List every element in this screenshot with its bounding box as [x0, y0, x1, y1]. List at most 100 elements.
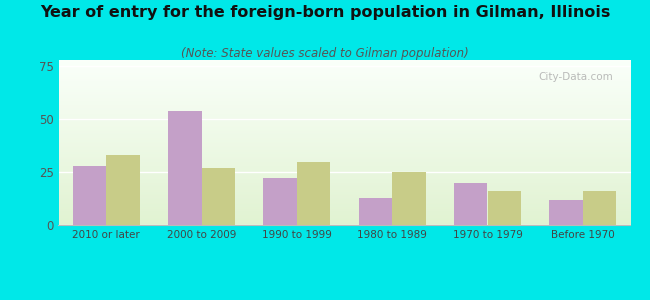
Bar	[58, 178, 630, 179]
Bar	[58, 110, 630, 111]
Bar	[58, 121, 630, 122]
Bar	[58, 106, 630, 107]
Bar	[58, 75, 630, 76]
Bar	[58, 73, 630, 74]
Bar	[58, 179, 630, 180]
Bar	[58, 60, 630, 61]
Bar	[58, 151, 630, 152]
Bar	[58, 131, 630, 132]
Bar	[58, 183, 630, 184]
Bar	[58, 124, 630, 125]
Bar	[58, 171, 630, 172]
Bar	[58, 215, 630, 216]
Bar	[58, 193, 630, 194]
Bar	[58, 97, 630, 98]
Bar	[58, 134, 630, 135]
Bar	[488, 191, 521, 225]
Bar	[58, 150, 630, 151]
Bar	[58, 216, 630, 217]
Bar	[58, 111, 630, 112]
Bar	[58, 68, 630, 69]
Bar	[58, 118, 630, 119]
Bar	[58, 63, 630, 64]
Bar	[58, 141, 630, 142]
Bar	[58, 103, 630, 104]
Bar	[58, 173, 630, 174]
Bar	[297, 161, 330, 225]
Bar	[58, 140, 630, 141]
Bar	[58, 88, 630, 89]
Bar	[58, 185, 630, 186]
Bar	[58, 203, 630, 204]
Bar	[58, 192, 630, 193]
Bar	[58, 89, 630, 90]
Bar	[58, 119, 630, 120]
Bar	[58, 69, 630, 70]
Bar	[58, 94, 630, 95]
Bar	[58, 122, 630, 123]
Bar	[58, 117, 630, 118]
Bar	[58, 152, 630, 153]
Bar	[58, 85, 630, 86]
Bar	[58, 65, 630, 66]
Bar	[58, 221, 630, 222]
Bar	[58, 79, 630, 80]
Bar	[58, 197, 630, 198]
Bar	[58, 145, 630, 146]
Bar	[58, 157, 630, 158]
Bar	[58, 177, 630, 178]
Bar	[58, 83, 630, 84]
Text: Year of entry for the foreign-born population in Gilman, Illinois: Year of entry for the foreign-born popul…	[40, 4, 610, 20]
Bar	[58, 195, 630, 196]
Bar	[58, 156, 630, 157]
Bar	[58, 149, 630, 150]
Bar	[58, 142, 630, 143]
Bar	[58, 62, 630, 63]
Bar	[58, 163, 630, 164]
Bar	[58, 189, 630, 190]
Bar	[58, 105, 630, 106]
Bar	[58, 104, 630, 105]
Bar	[58, 217, 630, 218]
Bar	[58, 72, 630, 73]
Bar	[58, 125, 630, 126]
Bar	[58, 98, 630, 99]
Bar	[58, 76, 630, 77]
Bar	[58, 219, 630, 220]
Bar	[58, 170, 630, 171]
Bar	[58, 118, 630, 119]
Bar	[58, 147, 630, 148]
Bar	[58, 214, 630, 215]
Bar	[58, 95, 630, 96]
Bar	[58, 211, 630, 212]
Bar	[58, 128, 630, 129]
Bar	[58, 186, 630, 187]
Bar	[58, 93, 630, 94]
Bar	[58, 143, 630, 144]
Bar	[58, 188, 630, 189]
Bar	[58, 132, 630, 133]
Bar	[58, 194, 630, 195]
Bar	[58, 222, 630, 223]
Bar	[58, 123, 630, 124]
Bar	[58, 162, 630, 163]
Bar	[58, 129, 630, 130]
Bar	[58, 77, 630, 78]
Bar	[58, 133, 630, 134]
Bar	[58, 161, 630, 162]
Bar	[58, 80, 630, 81]
Bar	[58, 126, 630, 127]
Bar	[58, 167, 630, 168]
Bar	[58, 107, 630, 108]
Bar	[58, 82, 630, 83]
Text: (Note: State values scaled to Gilman population): (Note: State values scaled to Gilman pop…	[181, 46, 469, 59]
Bar	[263, 178, 297, 225]
Bar	[58, 168, 630, 169]
Bar	[58, 116, 630, 117]
Bar	[58, 84, 630, 85]
Bar	[58, 86, 630, 87]
Bar	[58, 169, 630, 170]
Bar	[58, 175, 630, 176]
Bar	[58, 204, 630, 205]
Bar	[454, 183, 488, 225]
